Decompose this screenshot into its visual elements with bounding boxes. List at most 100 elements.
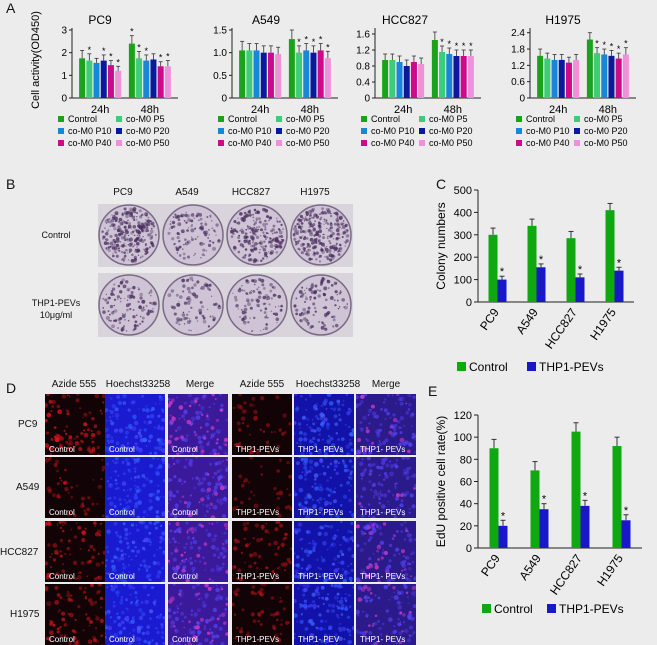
cell-nucleus bbox=[356, 544, 359, 547]
colony-dot bbox=[267, 317, 269, 319]
cell-nucleus bbox=[334, 460, 338, 464]
colony-dot bbox=[185, 221, 187, 223]
cell-nucleus bbox=[395, 402, 397, 404]
colony-dot bbox=[251, 299, 254, 302]
colony-dot bbox=[170, 221, 171, 222]
cell-nucleus bbox=[106, 463, 109, 466]
cell-nucleus bbox=[400, 494, 404, 498]
colony-dot bbox=[304, 301, 306, 303]
colony-dot bbox=[250, 307, 253, 310]
cell-nucleus bbox=[219, 627, 223, 631]
cell-nucleus bbox=[296, 442, 298, 444]
colony-dot bbox=[206, 216, 208, 218]
cell-nucleus bbox=[115, 457, 119, 460]
colony-dot bbox=[319, 213, 321, 215]
cell-nucleus bbox=[145, 408, 149, 412]
micrograph-merge: THP1- PEVs bbox=[356, 394, 416, 455]
cell-nucleus bbox=[161, 567, 163, 569]
colony-dot bbox=[209, 215, 211, 217]
cell-nucleus bbox=[382, 623, 385, 626]
cell-nucleus bbox=[185, 458, 188, 461]
cell-nucleus bbox=[125, 426, 128, 429]
significance-mark: * bbox=[462, 41, 466, 51]
cell-nucleus bbox=[380, 408, 383, 411]
cell-nucleus bbox=[339, 544, 341, 546]
cell-nucleus bbox=[279, 459, 282, 462]
cell-nucleus bbox=[309, 466, 313, 470]
cell-nucleus bbox=[406, 556, 410, 560]
colony-dot bbox=[317, 289, 319, 291]
colony-dot bbox=[325, 247, 327, 249]
cell-nucleus bbox=[211, 523, 213, 525]
colony-dot bbox=[308, 288, 312, 292]
cell-nucleus bbox=[57, 405, 61, 409]
colony-dot bbox=[302, 308, 306, 312]
colony-dot bbox=[310, 215, 312, 217]
cell-nucleus bbox=[79, 586, 83, 590]
cell-nucleus bbox=[356, 403, 359, 407]
colony-dot bbox=[321, 207, 324, 210]
panel-b-colony-plates: PC9 A549 HCC827 H1975 Control THP1-PEVs … bbox=[40, 180, 385, 345]
significance-mark: * bbox=[617, 44, 621, 54]
cell-nucleus bbox=[200, 406, 204, 410]
cell-nucleus bbox=[198, 550, 200, 552]
colony-dot bbox=[184, 323, 185, 324]
colony-dot bbox=[270, 310, 272, 312]
cell-nucleus bbox=[150, 506, 153, 509]
cell-nucleus bbox=[101, 459, 103, 461]
cell-nucleus bbox=[242, 608, 245, 611]
cell-nucleus bbox=[95, 615, 97, 617]
bar bbox=[325, 58, 331, 98]
colony-dot bbox=[187, 296, 190, 299]
colony-dot bbox=[323, 234, 325, 236]
cell-nucleus bbox=[253, 552, 258, 557]
bar bbox=[129, 44, 135, 98]
y-tick-label: 200 bbox=[454, 252, 472, 264]
cell-nucleus bbox=[51, 553, 53, 555]
colony-dot bbox=[336, 213, 339, 216]
cell-nucleus bbox=[298, 522, 302, 526]
cell-nucleus bbox=[378, 429, 382, 433]
y-tick-label: 1.8 bbox=[511, 45, 525, 56]
cell-nucleus bbox=[49, 620, 52, 623]
cell-nucleus bbox=[48, 489, 52, 493]
colony-dot bbox=[261, 283, 264, 286]
cell-nucleus bbox=[209, 452, 212, 455]
cell-nucleus bbox=[241, 627, 243, 629]
cell-nucleus bbox=[168, 599, 173, 604]
colony-dot bbox=[215, 223, 218, 226]
cell-nucleus bbox=[212, 587, 214, 589]
cell-nucleus bbox=[109, 632, 111, 634]
cell-nucleus bbox=[210, 426, 214, 430]
colony-dot bbox=[335, 290, 338, 293]
cell-nucleus bbox=[214, 462, 218, 466]
cell-nucleus bbox=[190, 543, 192, 545]
cell-nucleus bbox=[168, 560, 170, 563]
cell-nucleus bbox=[252, 585, 256, 589]
y-tick-label: 120 bbox=[454, 410, 472, 422]
cell-nucleus bbox=[321, 597, 323, 599]
colony-dot bbox=[202, 315, 204, 317]
cell-nucleus bbox=[133, 587, 135, 589]
colony-dot bbox=[333, 251, 334, 252]
legend-swatch bbox=[419, 128, 425, 134]
colony-dot bbox=[238, 235, 240, 237]
colony-dot bbox=[114, 234, 117, 237]
cell-nucleus bbox=[54, 463, 58, 467]
cell-nucleus bbox=[132, 426, 137, 431]
cell-nucleus bbox=[158, 464, 162, 468]
colony-dot bbox=[306, 237, 309, 240]
legend-label: Control bbox=[371, 114, 400, 124]
cell-nucleus bbox=[84, 587, 86, 589]
plate-row-label-dose: 10μg/ml bbox=[26, 310, 86, 320]
cell-nucleus bbox=[368, 624, 371, 627]
cell-nucleus bbox=[223, 548, 227, 552]
cell-nucleus bbox=[266, 441, 270, 445]
cell-nucleus bbox=[114, 429, 118, 433]
colony-dot bbox=[127, 252, 128, 253]
cell-nucleus bbox=[135, 596, 137, 598]
colony-dot bbox=[144, 309, 145, 310]
cell-nucleus bbox=[216, 635, 219, 638]
cell-nucleus bbox=[188, 620, 191, 623]
colony-dot bbox=[122, 244, 125, 247]
